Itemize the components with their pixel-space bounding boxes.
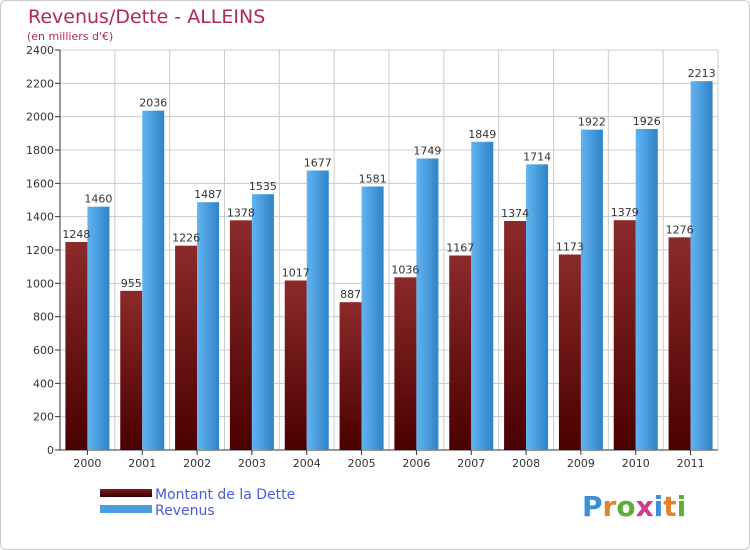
bar-debt: [120, 290, 143, 450]
bar-revenue: [526, 164, 549, 451]
bar-debt: [65, 242, 88, 450]
bar-debt: [284, 280, 307, 450]
bar-revenue: [306, 170, 329, 450]
data-label-revenue: 1926: [633, 115, 661, 128]
x-tick-label: 2006: [402, 457, 430, 470]
legend-swatch-revenue: [100, 505, 152, 513]
data-label-revenue: 1849: [468, 128, 496, 141]
bar-revenue: [251, 194, 274, 450]
data-label-debt: 955: [121, 277, 142, 290]
data-label-debt: 1036: [391, 263, 419, 276]
x-tick-label: 2001: [128, 457, 156, 470]
data-label-revenue: 1487: [194, 188, 222, 201]
bar-revenue: [197, 202, 220, 450]
x-tick-label: 2000: [73, 457, 101, 470]
legend: Montant de la Dette Revenus: [100, 487, 295, 519]
chart-title: Revenus/Dette - ALLEINS: [28, 6, 265, 28]
y-tick-label: 800: [33, 311, 54, 324]
x-tick-label: 2009: [567, 457, 595, 470]
bar-debt: [613, 220, 636, 450]
x-tick-label: 2004: [293, 457, 321, 470]
bar-revenue: [87, 206, 110, 450]
bar-revenue: [690, 81, 713, 451]
bar-revenue: [635, 129, 658, 450]
data-label-debt: 1167: [446, 242, 474, 255]
data-label-debt: 1276: [666, 223, 694, 236]
svg-text:Proxiti: Proxiti: [582, 490, 686, 523]
legend-label-revenue: Revenus: [155, 503, 215, 519]
legend-label-debt: Montant de la Dette: [155, 487, 295, 503]
data-label-debt: 1248: [62, 228, 90, 241]
bar-debt: [668, 237, 691, 450]
x-tick-label: 2003: [238, 457, 266, 470]
data-label-debt: 1173: [556, 241, 584, 254]
x-tick-label: 2010: [622, 457, 650, 470]
legend-swatch-debt: [100, 489, 152, 497]
data-label-debt: 887: [340, 288, 361, 301]
bar-debt: [449, 255, 472, 450]
x-tick-label: 2011: [677, 457, 705, 470]
bar-debt: [504, 221, 527, 450]
y-tick-label: 1400: [26, 211, 54, 224]
bar-revenue: [580, 129, 603, 450]
bar-revenue: [361, 186, 384, 450]
y-tick-label: 2400: [26, 44, 54, 57]
grid: [59, 49, 719, 451]
bar-debt: [394, 277, 417, 450]
y-tick-label: 1800: [26, 144, 54, 157]
bar-debt: [558, 254, 581, 450]
x-tick-label: 2005: [348, 457, 376, 470]
y-tick-label: 1000: [26, 277, 54, 290]
y-tick-label: 600: [33, 344, 54, 357]
y-tick-label: 2200: [26, 77, 54, 90]
data-label-revenue: 1922: [578, 116, 606, 129]
y-tick-label: 200: [33, 411, 54, 424]
bar-debt: [339, 302, 362, 450]
bar-debt: [229, 220, 252, 450]
bar-debt: [175, 245, 198, 450]
data-label-revenue: 1677: [304, 157, 332, 170]
bar-revenue: [142, 110, 165, 451]
y-tick-label: 1200: [26, 244, 54, 257]
chart-subtitle: (en milliers d'€): [27, 30, 113, 43]
data-label-revenue: 1535: [249, 180, 277, 193]
data-label-revenue: 1714: [523, 150, 551, 163]
y-tick-label: 400: [33, 377, 54, 390]
x-tick-label: 2007: [457, 457, 485, 470]
data-labels: 1248 1460 955 2036 1226 1487 1378 1535 1017 1677 8…: [62, 67, 715, 301]
data-label-revenue: 2036: [139, 97, 167, 110]
bar-revenue: [416, 158, 439, 450]
y-tick-label: 1600: [26, 177, 54, 190]
data-label-revenue: 1460: [84, 193, 112, 206]
data-label-debt: 1379: [611, 206, 639, 219]
data-label-revenue: 1581: [359, 173, 387, 186]
data-label-debt: 1378: [227, 206, 255, 219]
data-label-debt: 1017: [282, 267, 310, 280]
y-tick-label: 0: [47, 444, 54, 457]
x-tick-label: 2008: [512, 457, 540, 470]
proxiti-logo: Proxiti: [582, 490, 686, 523]
data-label-revenue: 2213: [688, 67, 716, 80]
data-label-debt: 1226: [172, 232, 200, 245]
data-label-revenue: 1749: [413, 145, 441, 158]
bars: [65, 81, 713, 451]
y-tick-label: 2000: [26, 111, 54, 124]
x-tick-label: 2002: [183, 457, 211, 470]
axes: 0 200 400 600 800 1000 1200 1400 1600 1800 2000 220…: [26, 44, 718, 470]
bar-revenue: [471, 141, 494, 451]
data-label-debt: 1374: [501, 207, 529, 220]
